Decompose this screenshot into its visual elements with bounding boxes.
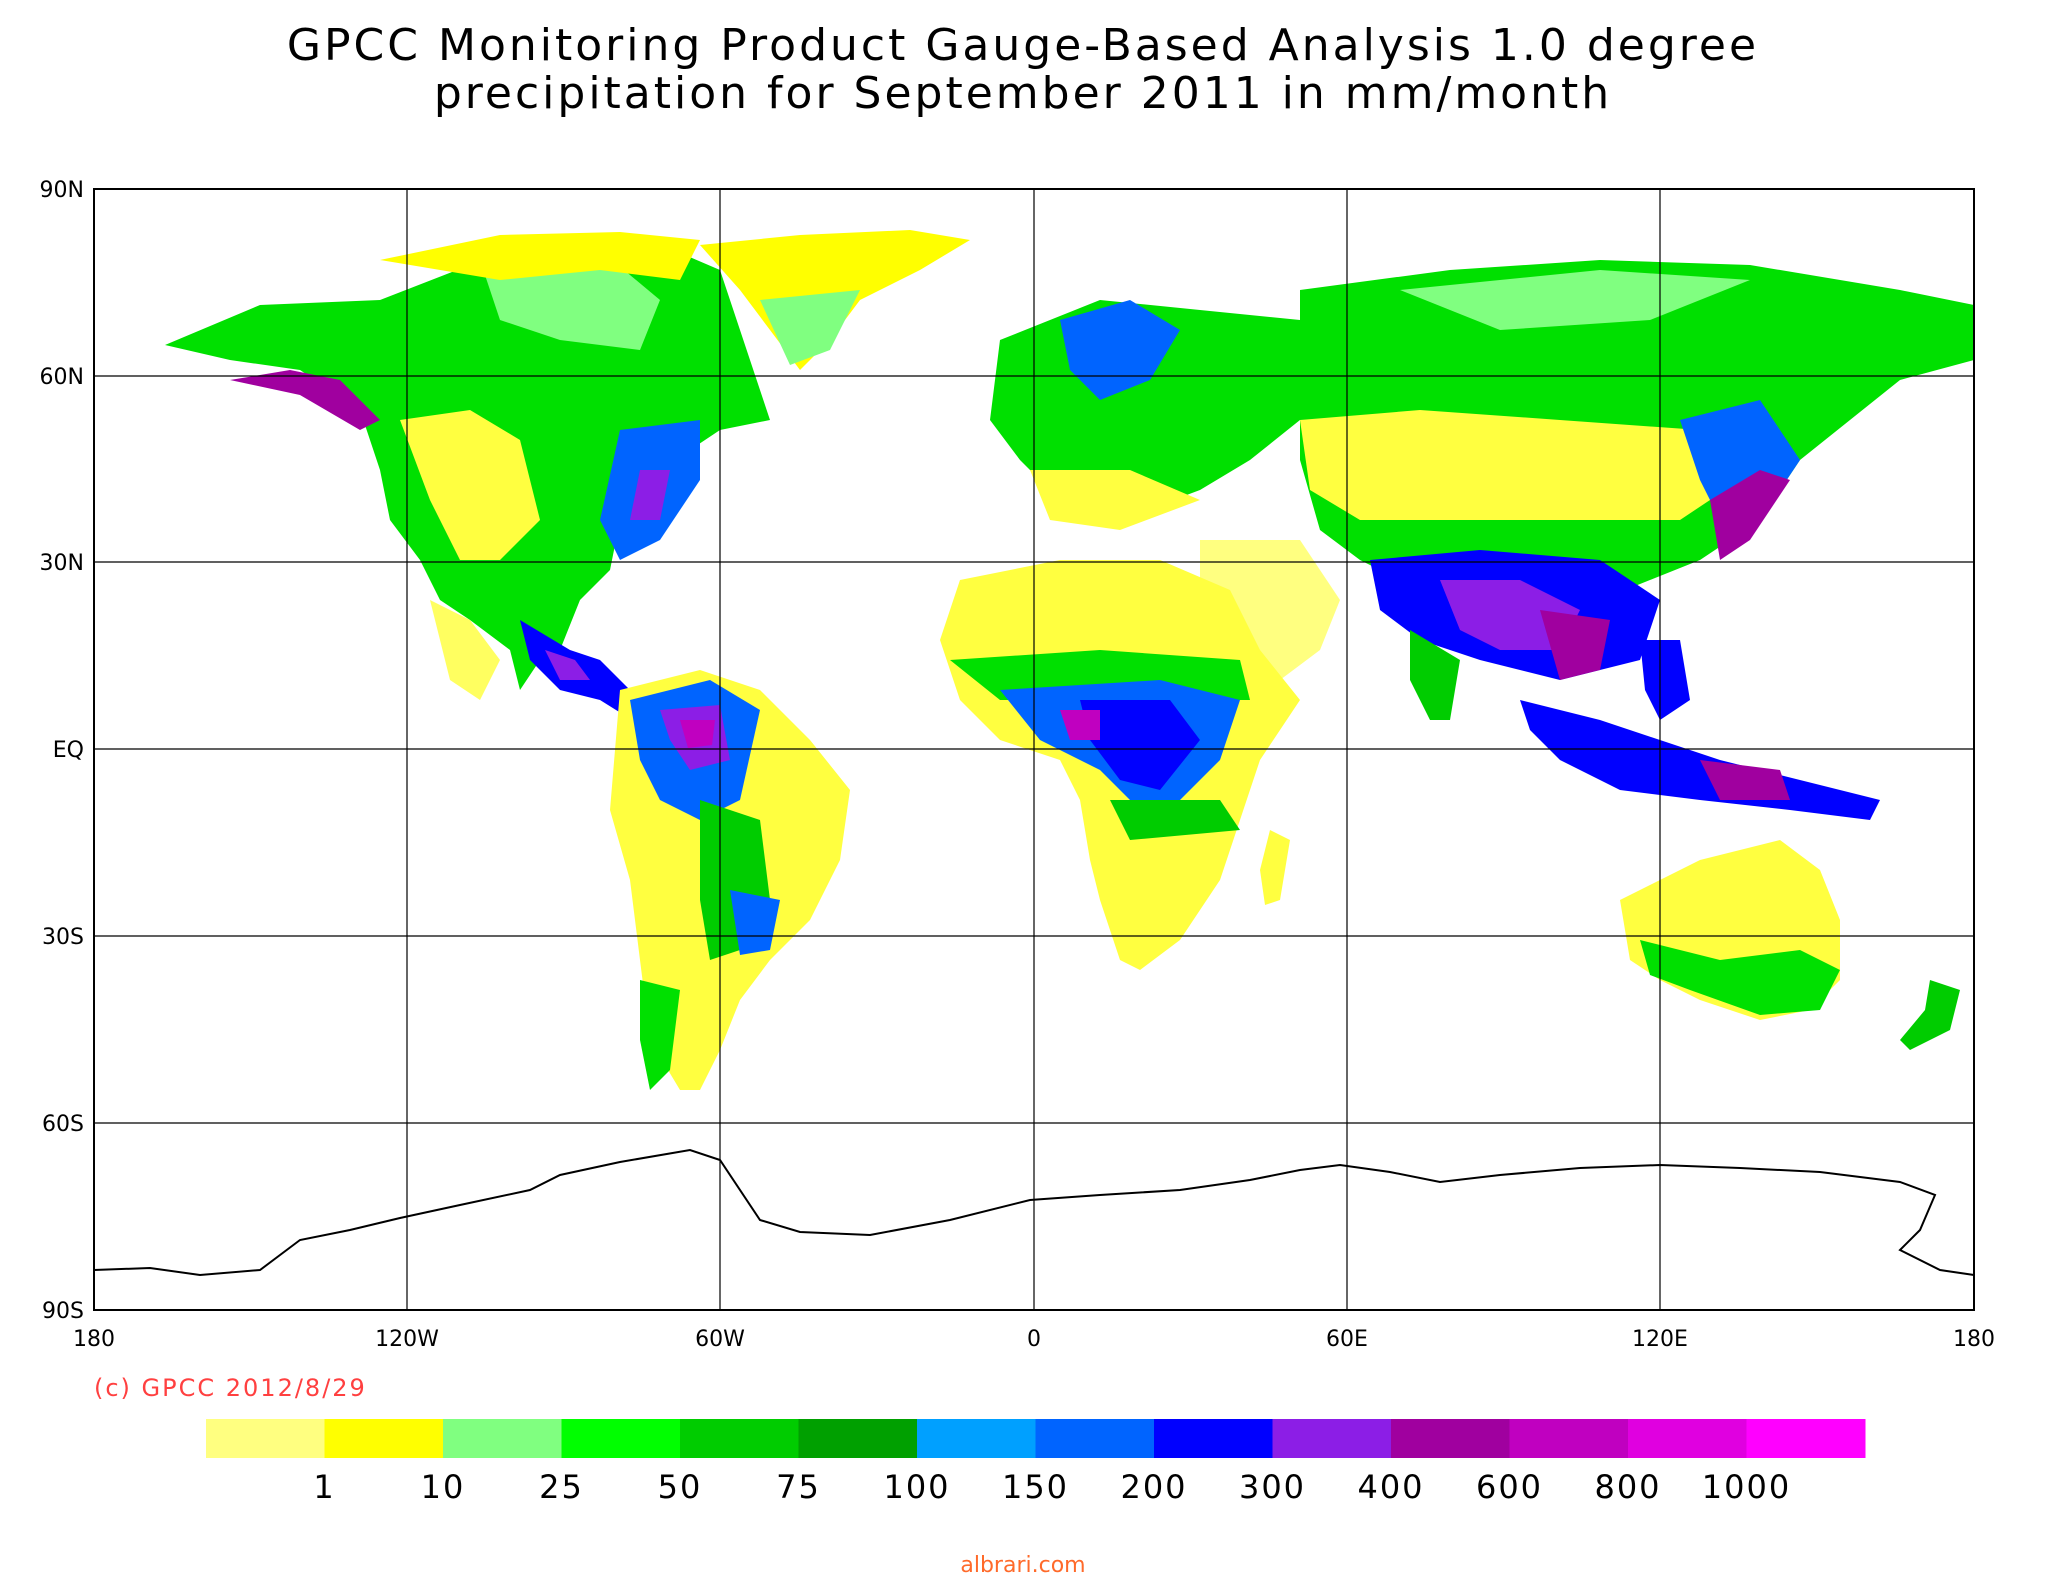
central-asia-dry: [1300, 410, 1740, 520]
map-title-line-2: precipitation for September 2011 in mm/m…: [434, 68, 1612, 119]
lat-label-90s: 90S: [42, 1299, 84, 1324]
graticule: [94, 189, 1974, 1310]
alaska-coast-wet: [230, 370, 380, 430]
europe-dry-south: [1030, 470, 1200, 530]
map-title-line-1: GPCC Monitoring Product Gauge-Based Anal…: [287, 20, 1759, 71]
legend-label: 200: [1120, 1468, 1187, 1506]
latitude-labels: 90N 60N 30N EQ 30S 60S 90S: [40, 178, 84, 1324]
legend-label: 600: [1476, 1468, 1543, 1506]
legend-swatch: [1154, 1419, 1273, 1458]
legend-swatch: [324, 1419, 444, 1458]
central-africa-core: [1080, 700, 1200, 790]
lat-label-60n: 60N: [40, 365, 84, 390]
southern-africa-green: [1110, 800, 1240, 840]
lat-label-60s: 60S: [42, 1112, 84, 1137]
patagonia-green: [640, 980, 680, 1090]
legend-swatch: [561, 1419, 681, 1458]
lon-label-60e: 60E: [1326, 1327, 1368, 1352]
legend-swatch: [1272, 1419, 1392, 1458]
lon-label-60w: 60W: [695, 1327, 745, 1352]
arctic-islands: [380, 232, 700, 280]
legend-swatch: [443, 1419, 562, 1458]
legend-label: 10: [421, 1468, 466, 1506]
brazil-blue-south: [730, 890, 780, 955]
precipitation-field: [165, 230, 1974, 1090]
greenland-coast: [760, 290, 860, 365]
australia-green-south: [1640, 940, 1840, 1015]
antarctica-outline: [93, 1148, 1975, 1277]
scandinavia-wet: [1060, 300, 1180, 400]
lat-label-30s: 30S: [42, 925, 84, 950]
central-america-wet: [545, 650, 590, 680]
legend-label: 100: [883, 1468, 950, 1506]
north-america-dry-2: [430, 600, 500, 700]
legend-label: 1000: [1702, 1468, 1791, 1506]
legend-swatch: [206, 1419, 325, 1458]
lon-label-0: 0: [1027, 1327, 1041, 1352]
amazon-wet-rose: [680, 720, 715, 748]
legend-label: 25: [539, 1468, 584, 1506]
south-asia-wet-core: [1440, 580, 1580, 650]
legend-swatch: [1509, 1419, 1629, 1458]
siberia-light: [1400, 270, 1750, 330]
legend-label: 75: [776, 1468, 821, 1506]
copyright-note: (c) GPCC 2012/8/29: [94, 1374, 367, 1402]
indonesia-peak: [1700, 760, 1790, 800]
north-america-dry: [400, 410, 540, 560]
legend-label: 800: [1594, 1468, 1661, 1506]
watermark-text: albrari.com: [960, 1553, 1085, 1578]
legend-label: 400: [1357, 1468, 1424, 1506]
legend-swatch: [1035, 1419, 1155, 1458]
north-america-wet-east-2: [630, 470, 670, 520]
central-africa-peak: [1060, 710, 1100, 740]
legend-swatch: [917, 1419, 1036, 1458]
lon-label-120e: 120E: [1632, 1327, 1688, 1352]
legend-label: 1: [313, 1468, 335, 1506]
legend-label: 50: [658, 1468, 703, 1506]
lon-label-180e: 180: [1953, 1327, 1995, 1352]
philippines: [1640, 640, 1690, 720]
lat-label-90n: 90N: [40, 178, 84, 203]
longitude-labels: 180 120W 60W 0 60E 120E 180: [73, 1327, 1995, 1352]
south-asia-wet-peak: [1540, 610, 1610, 680]
legend-swatch: [798, 1419, 918, 1458]
madagascar: [1260, 830, 1290, 905]
legend-swatch: [1628, 1419, 1747, 1458]
lon-label-180w: 180: [73, 1327, 115, 1352]
legend-label: 150: [1002, 1468, 1069, 1506]
legend-color-bar: [206, 1419, 1866, 1458]
legend-labels: 1 10 25 50 75 100 150 200 300 400 600 800 1000: [313, 1468, 1791, 1506]
lat-label-eq: EQ: [53, 738, 84, 763]
lon-label-120w: 120W: [375, 1327, 439, 1352]
legend-label: 300: [1239, 1468, 1306, 1506]
lat-label-30n: 30N: [40, 551, 84, 576]
new-zealand: [1900, 980, 1960, 1050]
legend-swatch: [1746, 1419, 1866, 1458]
india-peninsula: [1410, 630, 1460, 720]
legend-swatch: [1391, 1419, 1510, 1458]
japan-wet: [1710, 470, 1790, 560]
legend-swatch: [680, 1419, 799, 1458]
